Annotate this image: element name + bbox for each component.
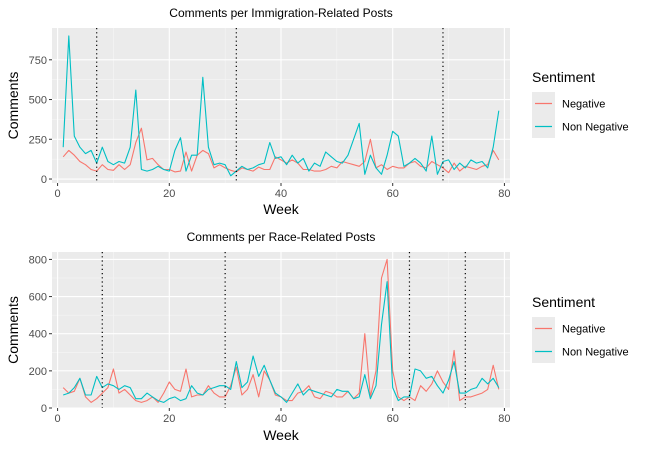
x-tick-label: 80 <box>498 188 510 200</box>
x-tick-label: 40 <box>275 188 287 200</box>
y-tick-label: 200 <box>29 366 47 378</box>
y-tick-label: 600 <box>29 292 47 304</box>
x-tick-label: 0 <box>55 413 61 425</box>
series-line-non-negative <box>63 281 500 403</box>
x-tick-label: 0 <box>55 188 61 200</box>
y-axis-title: Comments <box>5 72 21 140</box>
legend: Sentiment Negative Non Negative <box>532 69 629 138</box>
x-tick-label: 40 <box>275 413 287 425</box>
y-axis-title: Comments <box>5 296 21 364</box>
x-axis-title: Week <box>263 201 300 217</box>
series-line-non-negative <box>62 35 500 177</box>
y-tick-label: 0 <box>41 174 47 186</box>
x-axis-title: Week <box>263 427 300 443</box>
legend-label: Non Negative <box>562 122 629 134</box>
legend-label: Negative <box>562 99 605 111</box>
x-tick-label: 20 <box>163 188 175 200</box>
y-tick-label: 250 <box>29 134 47 146</box>
chart-title: Comments per Race-Related Posts <box>187 230 376 244</box>
chart-title: Comments per Immigration-Related Posts <box>169 6 392 20</box>
y-tick-label: 500 <box>29 95 47 107</box>
y-tick-label: 750 <box>29 55 47 67</box>
panel-1: 0 20 40 60 80 0 250 500 750 Comments per Immigrat… <box>5 6 629 217</box>
legend-label: Negative <box>562 324 605 336</box>
y-tick-label: 800 <box>29 254 47 266</box>
x-tick-label: 80 <box>498 413 510 425</box>
x-tick-label: 20 <box>163 413 175 425</box>
legend-label: Non Negative <box>562 347 629 359</box>
x-tick-label: 60 <box>387 188 399 200</box>
legend-title: Sentiment <box>532 294 595 310</box>
y-tick-label: 400 <box>29 329 47 341</box>
legend: Sentiment Negative Non Negative <box>532 294 629 363</box>
y-tick-label: 0 <box>41 403 47 415</box>
x-tick-label: 60 <box>387 413 399 425</box>
legend-title: Sentiment <box>532 69 595 85</box>
